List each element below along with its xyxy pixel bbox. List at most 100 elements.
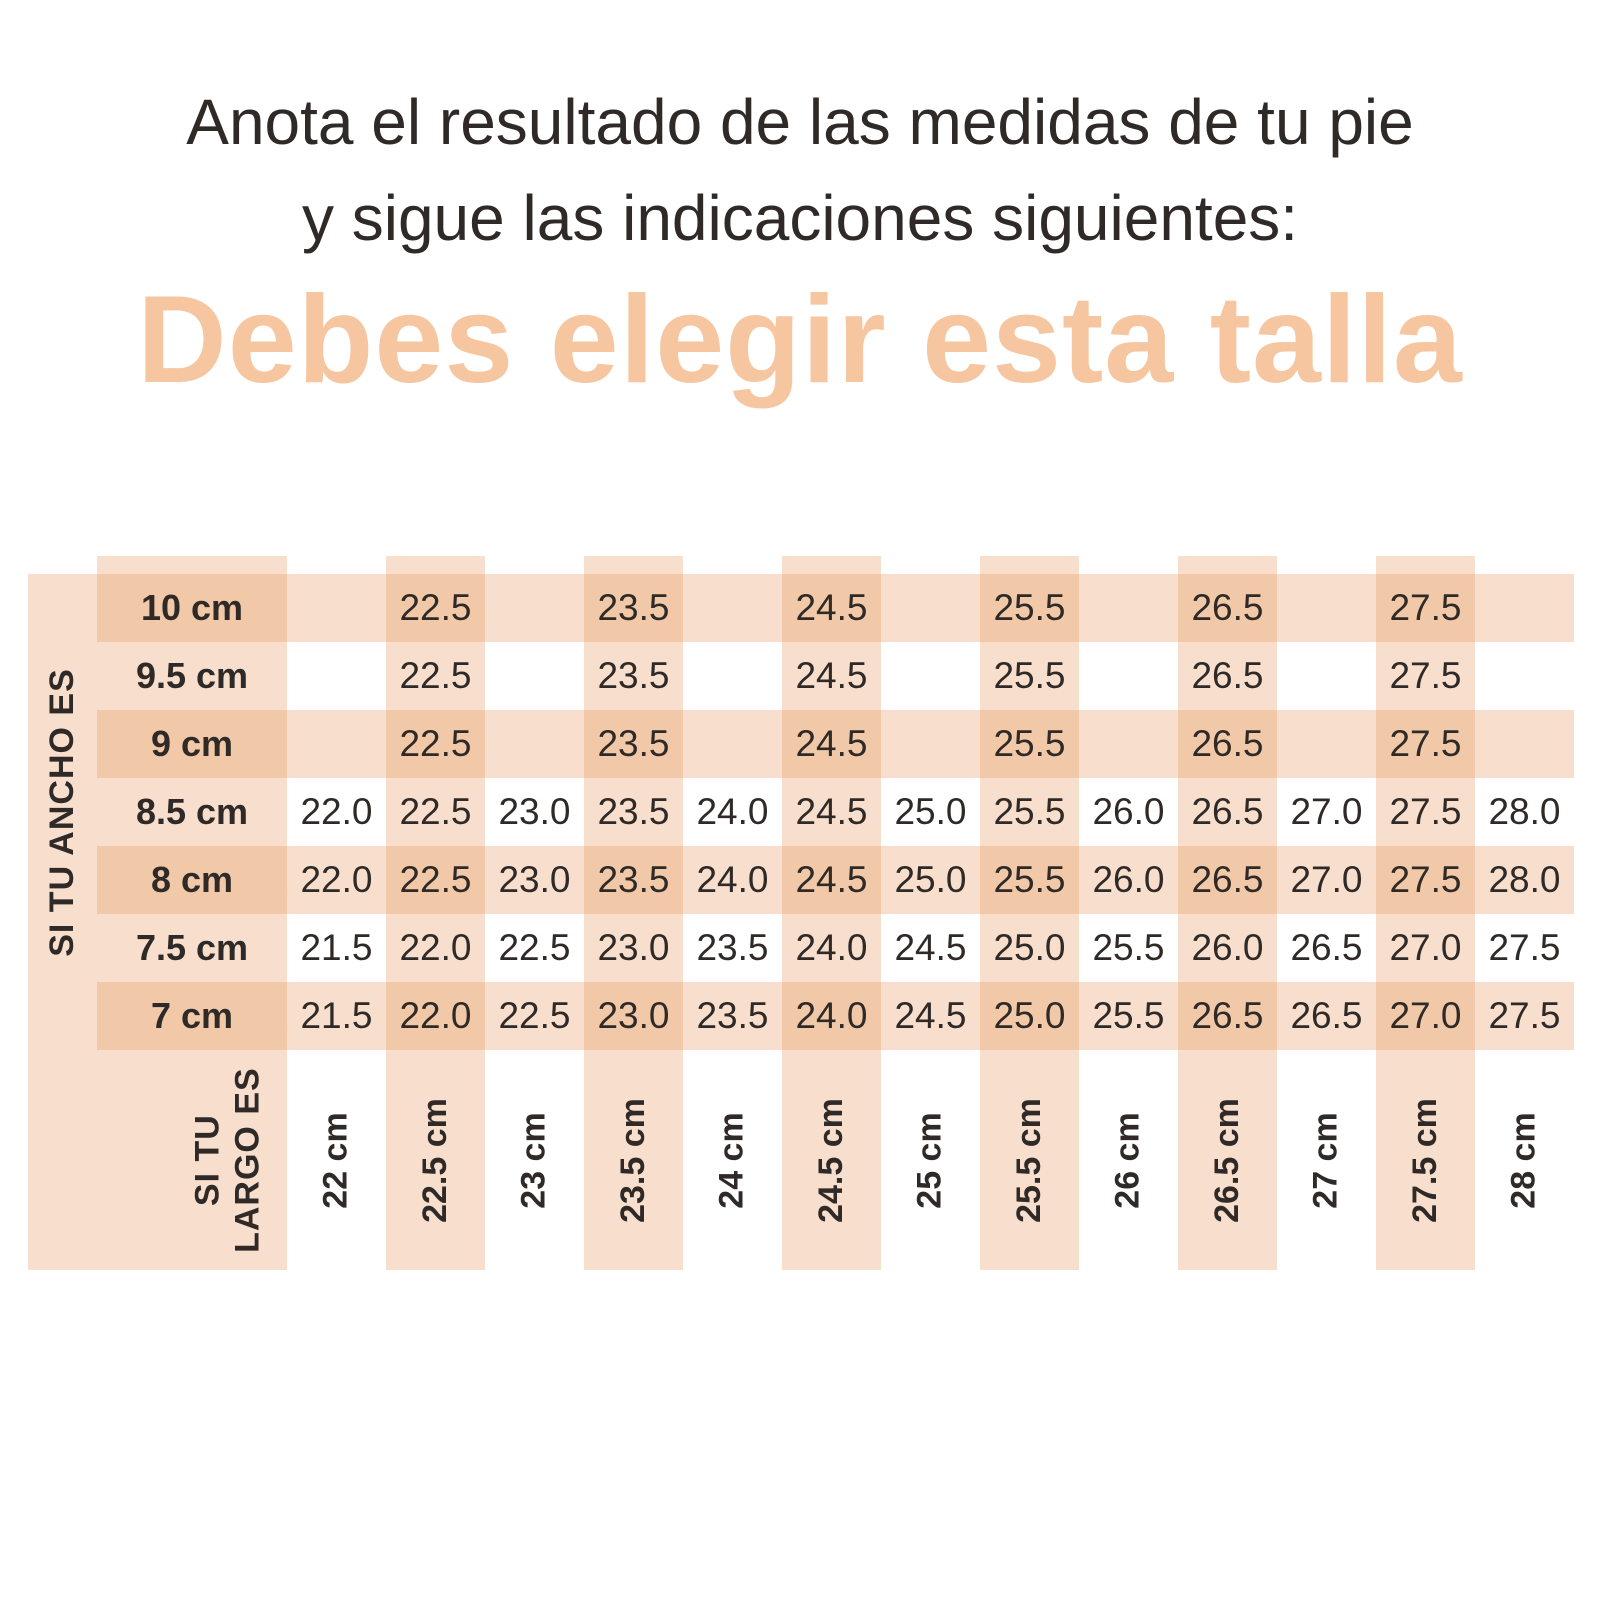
- column-label: 23 cm: [515, 1112, 553, 1209]
- stub-cell: [1475, 556, 1574, 574]
- size-cell: 26.5: [1178, 982, 1277, 1051]
- size-cell: [287, 574, 386, 643]
- size-cell: 22.5: [498, 927, 571, 969]
- column-label-cell: 23.5 cm: [584, 1050, 683, 1271]
- size-cell: 25.5: [1092, 927, 1165, 969]
- size-cell: 24.0: [782, 982, 881, 1051]
- size-table: SI TU ANCHO ES SI TU LARGO ES 10 cm 22.5 2…: [28, 556, 1574, 1271]
- size-cell: 21.5: [300, 927, 373, 969]
- column-label-cell: 22.5 cm: [386, 1050, 485, 1271]
- size-cell: 24.5: [894, 927, 967, 969]
- size-cell: [1079, 710, 1178, 779]
- size-cell: 23.0: [485, 846, 584, 915]
- size-cell: 25.5: [980, 846, 1079, 915]
- stub-cell: [584, 556, 683, 575]
- row-label: 9.5 cm: [97, 642, 287, 711]
- size-cell: 25.5: [980, 574, 1079, 643]
- size-cell: 23.5: [696, 927, 769, 969]
- column-label: 22.5 cm: [416, 1098, 455, 1223]
- size-cell: [1475, 710, 1574, 779]
- length-axis-label: SI TU LARGO ES: [187, 1068, 267, 1254]
- stub-cell: [1277, 556, 1376, 574]
- row-label: 8.5 cm: [97, 778, 287, 847]
- size-cell: 25.5: [980, 710, 1079, 779]
- size-cell: [287, 642, 386, 710]
- column-label-cell: 26.5 cm: [1178, 1050, 1277, 1271]
- length-axis-label-line2: LARGO ES: [228, 1067, 267, 1254]
- row-label: 10 cm: [97, 574, 287, 643]
- size-cell: 24.5: [782, 846, 881, 915]
- size-cell: 27.5: [1376, 642, 1475, 711]
- size-cell: [1475, 574, 1574, 643]
- size-cell: 23.0: [498, 791, 571, 833]
- stub-cell: [386, 556, 485, 575]
- size-cell: 28.0: [1475, 846, 1574, 915]
- row-label: 7 cm: [97, 982, 287, 1051]
- column-label: 26 cm: [1109, 1112, 1147, 1209]
- size-cell: 22.5: [386, 710, 485, 779]
- size-cell: 22.0: [300, 791, 373, 833]
- stub-cell: [782, 556, 881, 575]
- size-cell: [485, 574, 584, 643]
- size-cell: 25.5: [1079, 982, 1178, 1051]
- size-cell: 22.5: [386, 778, 485, 847]
- column-label: 27.5 cm: [1406, 1098, 1445, 1223]
- size-cell: 23.5: [584, 574, 683, 643]
- size-cell: 25.0: [894, 791, 967, 833]
- row-label: 7.5 cm: [97, 914, 287, 983]
- size-cell: 26.5: [1277, 982, 1376, 1051]
- column-label: 24.5 cm: [812, 1098, 851, 1223]
- size-cell: 26.5: [1178, 574, 1277, 643]
- column-label-cell: 27 cm: [1277, 1050, 1376, 1270]
- size-cell: 27.0: [1376, 914, 1475, 983]
- column-label: 27 cm: [1307, 1112, 1345, 1209]
- width-axis-label: SI TU ANCHO ES: [43, 668, 82, 957]
- size-cell: 23.5: [584, 642, 683, 711]
- size-cell: [1277, 574, 1376, 643]
- size-cell: 25.0: [980, 914, 1079, 983]
- column-label-cell: 22 cm: [287, 1050, 386, 1270]
- stub-cell: [287, 556, 386, 574]
- size-cell: 22.0: [386, 982, 485, 1051]
- title-line-2: y sigue las indicaciones siguientes:: [301, 182, 1299, 254]
- size-cell: 26.5: [1178, 846, 1277, 915]
- size-cell: [1079, 574, 1178, 643]
- stub-cell: [881, 556, 980, 574]
- size-cell: [683, 574, 782, 643]
- column-label: 25.5 cm: [1010, 1098, 1049, 1223]
- page-title: Anota el resultado de las medidas de tu …: [0, 0, 1600, 266]
- size-cell: [1277, 710, 1376, 779]
- length-axis-cell: SI TU LARGO ES: [28, 1050, 287, 1271]
- size-cell: 23.5: [683, 982, 782, 1051]
- size-cell: 26.5: [1290, 927, 1363, 969]
- size-cell: [1277, 642, 1376, 710]
- size-cell: 28.0: [1488, 791, 1561, 833]
- size-cell: 24.5: [782, 642, 881, 711]
- size-cell: [881, 642, 980, 710]
- size-cell: 22.0: [287, 846, 386, 915]
- size-cell: 27.5: [1376, 846, 1475, 915]
- size-cell: [1475, 642, 1574, 710]
- size-cell: 25.5: [980, 778, 1079, 847]
- size-cell: [881, 710, 980, 779]
- size-cell: 27.0: [1376, 982, 1475, 1051]
- size-cell: 23.5: [584, 778, 683, 847]
- size-cell: 27.5: [1376, 778, 1475, 847]
- column-label: 22 cm: [317, 1112, 355, 1209]
- size-cell: 23.0: [584, 914, 683, 983]
- header: Anota el resultado de las medidas de tu …: [0, 0, 1600, 408]
- size-cell: 24.5: [782, 574, 881, 643]
- title-line-1: Anota el resultado de las medidas de tu …: [186, 86, 1414, 158]
- size-guide-page: Anota el resultado de las medidas de tu …: [0, 0, 1600, 1271]
- stub-cell: [1376, 556, 1475, 575]
- stub-cell: [485, 556, 584, 574]
- row-label: 8 cm: [97, 846, 287, 915]
- size-cell: 24.0: [683, 846, 782, 915]
- column-label-cell: 24 cm: [683, 1050, 782, 1270]
- size-cell: [881, 574, 980, 643]
- size-cell: 27.0: [1290, 791, 1363, 833]
- size-cell: [1079, 642, 1178, 710]
- column-label-cell: 25.5 cm: [980, 1050, 1079, 1271]
- size-cell: 24.0: [782, 914, 881, 983]
- column-label: 26.5 cm: [1208, 1098, 1247, 1223]
